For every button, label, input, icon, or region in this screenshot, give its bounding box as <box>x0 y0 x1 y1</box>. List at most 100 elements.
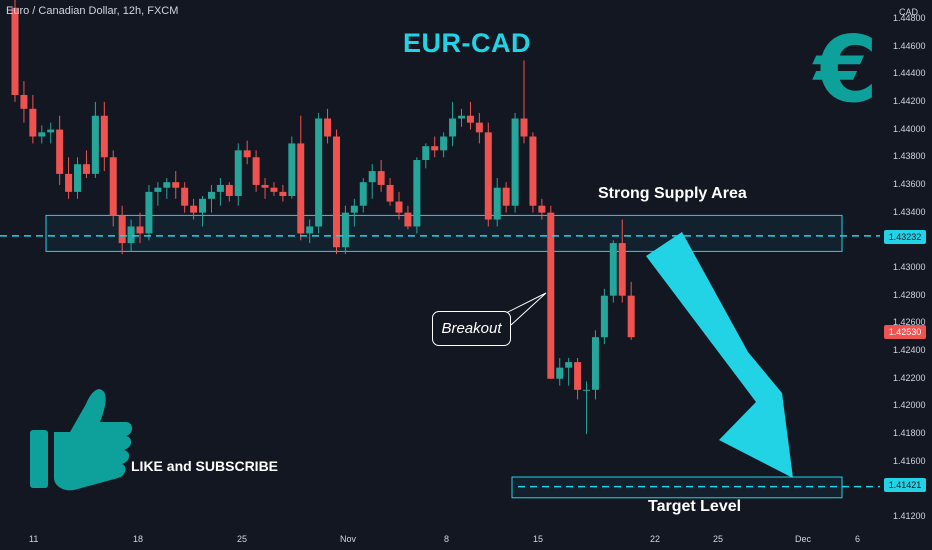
y-tick-label: 1.44000 <box>893 123 926 134</box>
x-tick-label: 8 <box>444 534 450 544</box>
y-tick-label: 1.41800 <box>893 428 926 439</box>
candle <box>493 187 501 220</box>
candle <box>538 205 546 213</box>
candle <box>288 143 296 197</box>
symbol-info[interactable]: Euro / Canadian Dollar, 12h, FXCM <box>6 5 179 17</box>
candle <box>520 118 528 137</box>
candle <box>65 173 73 192</box>
candle <box>56 129 64 174</box>
arrow-down-right-icon <box>646 232 793 478</box>
candle <box>127 226 135 244</box>
candle <box>404 212 412 227</box>
x-tick-label: 15 <box>533 534 544 544</box>
candle <box>163 182 171 188</box>
candle <box>181 187 189 206</box>
y-tick-label: 1.43800 <box>893 151 926 162</box>
candle <box>315 118 323 227</box>
x-tick-label: 18 <box>133 534 144 544</box>
y-tick-label: 1.43600 <box>893 178 926 189</box>
candle <box>190 205 198 213</box>
candle <box>386 184 394 202</box>
candle <box>422 146 430 161</box>
y-tick-label: 1.41200 <box>893 511 926 522</box>
breakout-callout: Breakout <box>432 311 511 346</box>
supply-zone <box>45 214 843 252</box>
current-price-tag: 1.42530 <box>884 325 926 339</box>
supply-price-tag: 1.43232 <box>884 230 926 244</box>
y-tick-label: 1.44200 <box>893 95 926 106</box>
y-tick-label: 1.42600 <box>893 317 926 328</box>
candle <box>225 184 233 197</box>
candle <box>20 94 28 109</box>
y-tick-label: 1.42400 <box>893 345 926 356</box>
candle <box>413 160 421 227</box>
like-subscribe-text: LIKE and SUBSCRIBE <box>131 458 279 474</box>
currency-label: CAD <box>899 7 919 17</box>
candle <box>484 132 492 220</box>
candle <box>529 136 537 206</box>
candle <box>449 118 457 137</box>
drawings-layer <box>30 232 793 491</box>
y-tick-label: 1.42200 <box>893 372 926 383</box>
candle <box>199 198 207 213</box>
candle <box>502 187 510 206</box>
candle <box>574 362 582 390</box>
chart-title: EUR-CAD <box>403 28 531 58</box>
candle <box>261 184 269 188</box>
candle <box>216 184 224 192</box>
x-tick-label: 25 <box>237 534 248 544</box>
levels-layer <box>0 235 880 488</box>
supply-area-label: Strong Supply Area <box>598 185 747 202</box>
candle <box>154 187 162 192</box>
candle <box>368 171 376 183</box>
candle <box>109 157 117 216</box>
candle <box>466 115 474 123</box>
candle <box>11 7 19 95</box>
candle <box>243 150 251 158</box>
candle <box>458 115 465 119</box>
candle <box>279 191 287 197</box>
candle <box>100 115 108 158</box>
candle <box>377 171 385 185</box>
candle <box>395 201 403 213</box>
candle <box>136 226 144 234</box>
x-tick-label: 6 <box>855 534 861 544</box>
candle <box>234 150 242 197</box>
y-tick-label: 1.44600 <box>893 40 926 51</box>
candle <box>118 215 126 244</box>
callout-tail <box>501 292 547 326</box>
candle <box>306 226 314 234</box>
thumbs-up-icon <box>30 389 132 491</box>
candle <box>609 243 617 296</box>
candle <box>38 132 46 137</box>
zones-layer <box>45 214 843 499</box>
candle <box>600 295 608 338</box>
candle <box>270 187 278 192</box>
target-price-tag: 1.41421 <box>884 478 926 492</box>
target-level-label: Target Level <box>648 498 742 515</box>
y-tick-label: 1.44800 <box>893 12 926 23</box>
candle <box>475 122 483 133</box>
y-tick-label: 1.44400 <box>893 68 926 79</box>
candle <box>350 205 358 213</box>
candle <box>583 389 591 391</box>
candle <box>511 118 519 206</box>
y-tick-label: 1.42800 <box>893 289 926 300</box>
candle <box>145 191 153 234</box>
candle <box>618 243 626 296</box>
candle <box>74 164 82 192</box>
candle <box>82 164 90 174</box>
x-tick-label: 11 <box>29 534 39 544</box>
candle <box>547 212 555 379</box>
candle <box>440 136 448 151</box>
x-tick-label: 25 <box>713 534 724 544</box>
candle <box>431 146 439 151</box>
candle <box>324 118 332 137</box>
candle <box>359 182 367 206</box>
candle <box>297 143 305 234</box>
euro-icon: € <box>814 16 879 123</box>
target-zone <box>511 476 843 499</box>
candle <box>172 182 180 188</box>
y-tick-label: 1.41600 <box>893 455 926 466</box>
